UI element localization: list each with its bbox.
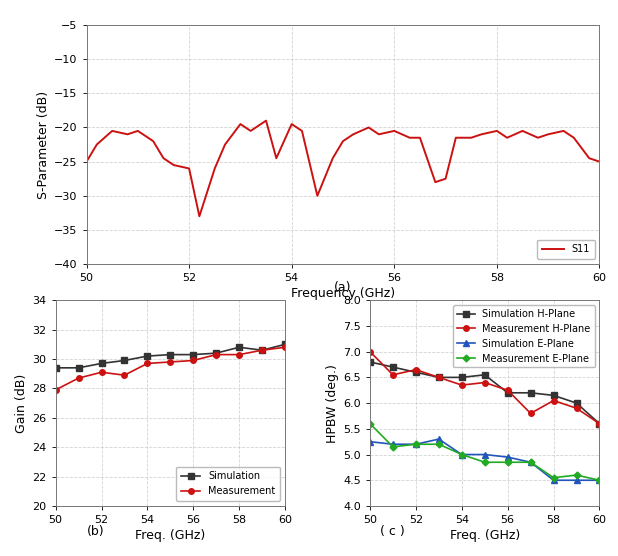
Measurement E-Plane <box>366 420 374 427</box>
Simulation E-Plane <box>504 454 511 460</box>
Simulation <box>144 353 151 359</box>
Simulation E-Plane <box>596 477 603 484</box>
Measurement E-Plane <box>573 471 580 478</box>
Line: Measurement: Measurement <box>53 345 288 393</box>
Simulation H-Plane <box>458 374 465 381</box>
Measurement <box>235 351 243 358</box>
Measurement E-Plane <box>435 441 442 448</box>
Simulation <box>190 351 197 358</box>
Line: Simulation E-Plane: Simulation E-Plane <box>367 436 602 483</box>
Measurement E-Plane <box>389 444 397 450</box>
Measurement E-Plane <box>504 459 511 465</box>
Legend: S11: S11 <box>537 240 595 259</box>
Simulation E-Plane <box>389 441 397 448</box>
Measurement H-Plane <box>550 397 557 404</box>
Line: Measurement H-Plane: Measurement H-Plane <box>367 349 602 426</box>
Legend: Simulation, Measurement: Simulation, Measurement <box>176 466 280 501</box>
Measurement H-Plane <box>504 387 511 394</box>
Measurement <box>75 375 82 381</box>
Measurement <box>144 360 151 367</box>
X-axis label: Freq. (GHz): Freq. (GHz) <box>450 529 520 542</box>
Y-axis label: S-Parameter (dB): S-Parameter (dB) <box>37 91 50 198</box>
Simulation E-Plane <box>481 451 488 458</box>
Measurement H-Plane <box>435 374 442 381</box>
Simulation <box>52 365 59 371</box>
Measurement E-Plane <box>458 451 465 458</box>
Measurement H-Plane <box>573 405 580 411</box>
Measurement <box>281 344 289 351</box>
Measurement H-Plane <box>596 420 603 427</box>
Text: (b): (b) <box>87 525 104 538</box>
Simulation H-Plane <box>550 392 557 399</box>
Simulation <box>258 347 266 354</box>
Measurement H-Plane <box>527 410 535 417</box>
Simulation H-Plane <box>596 420 603 427</box>
Simulation <box>213 350 220 356</box>
Measurement <box>213 351 220 358</box>
Simulation E-Plane <box>435 436 442 443</box>
Measurement <box>52 386 59 393</box>
Measurement H-Plane <box>481 379 488 386</box>
Simulation H-Plane <box>366 359 374 365</box>
Measurement <box>121 372 128 379</box>
Simulation <box>121 357 128 364</box>
Measurement <box>258 347 266 354</box>
Simulation E-Plane <box>527 459 535 465</box>
Measurement E-Plane <box>481 459 488 465</box>
Simulation H-Plane <box>435 374 442 381</box>
Simulation H-Plane <box>481 371 488 378</box>
Measurement <box>98 369 105 375</box>
Line: Simulation: Simulation <box>53 341 288 371</box>
Line: Simulation H-Plane: Simulation H-Plane <box>367 359 602 426</box>
Measurement E-Plane <box>596 477 603 484</box>
Simulation H-Plane <box>573 400 580 406</box>
Simulation E-Plane <box>573 477 580 484</box>
Measurement <box>190 357 197 364</box>
Measurement E-Plane <box>527 459 535 465</box>
Measurement H-Plane <box>366 348 374 355</box>
Simulation <box>235 344 243 351</box>
Legend: Simulation H-Plane, Measurement H-Plane, Simulation E-Plane, Measurement E-Plane: Simulation H-Plane, Measurement H-Plane,… <box>453 305 595 368</box>
Measurement <box>167 359 174 365</box>
Text: (a): (a) <box>334 281 352 294</box>
Text: ( c ): ( c ) <box>380 525 405 538</box>
Measurement E-Plane <box>412 441 420 448</box>
Simulation H-Plane <box>527 389 535 396</box>
Measurement H-Plane <box>458 382 465 389</box>
Y-axis label: HPBW (deg.): HPBW (deg.) <box>326 364 339 443</box>
Simulation <box>75 365 82 371</box>
Simulation <box>281 341 289 348</box>
Simulation <box>167 351 174 358</box>
Simulation H-Plane <box>412 369 420 376</box>
Simulation E-Plane <box>550 477 557 484</box>
Line: Measurement E-Plane: Measurement E-Plane <box>368 421 602 483</box>
Simulation E-Plane <box>458 451 465 458</box>
Simulation H-Plane <box>504 389 511 396</box>
X-axis label: Frequency (GHz): Frequency (GHz) <box>291 287 395 300</box>
Simulation E-Plane <box>366 438 374 445</box>
X-axis label: Freq. (GHz): Freq. (GHz) <box>135 529 205 542</box>
Simulation H-Plane <box>389 364 397 370</box>
Measurement E-Plane <box>550 474 557 481</box>
Simulation <box>98 360 105 367</box>
Measurement H-Plane <box>412 366 420 373</box>
Y-axis label: Gain (dB): Gain (dB) <box>15 374 28 433</box>
Simulation E-Plane <box>412 441 420 448</box>
Measurement H-Plane <box>389 371 397 378</box>
